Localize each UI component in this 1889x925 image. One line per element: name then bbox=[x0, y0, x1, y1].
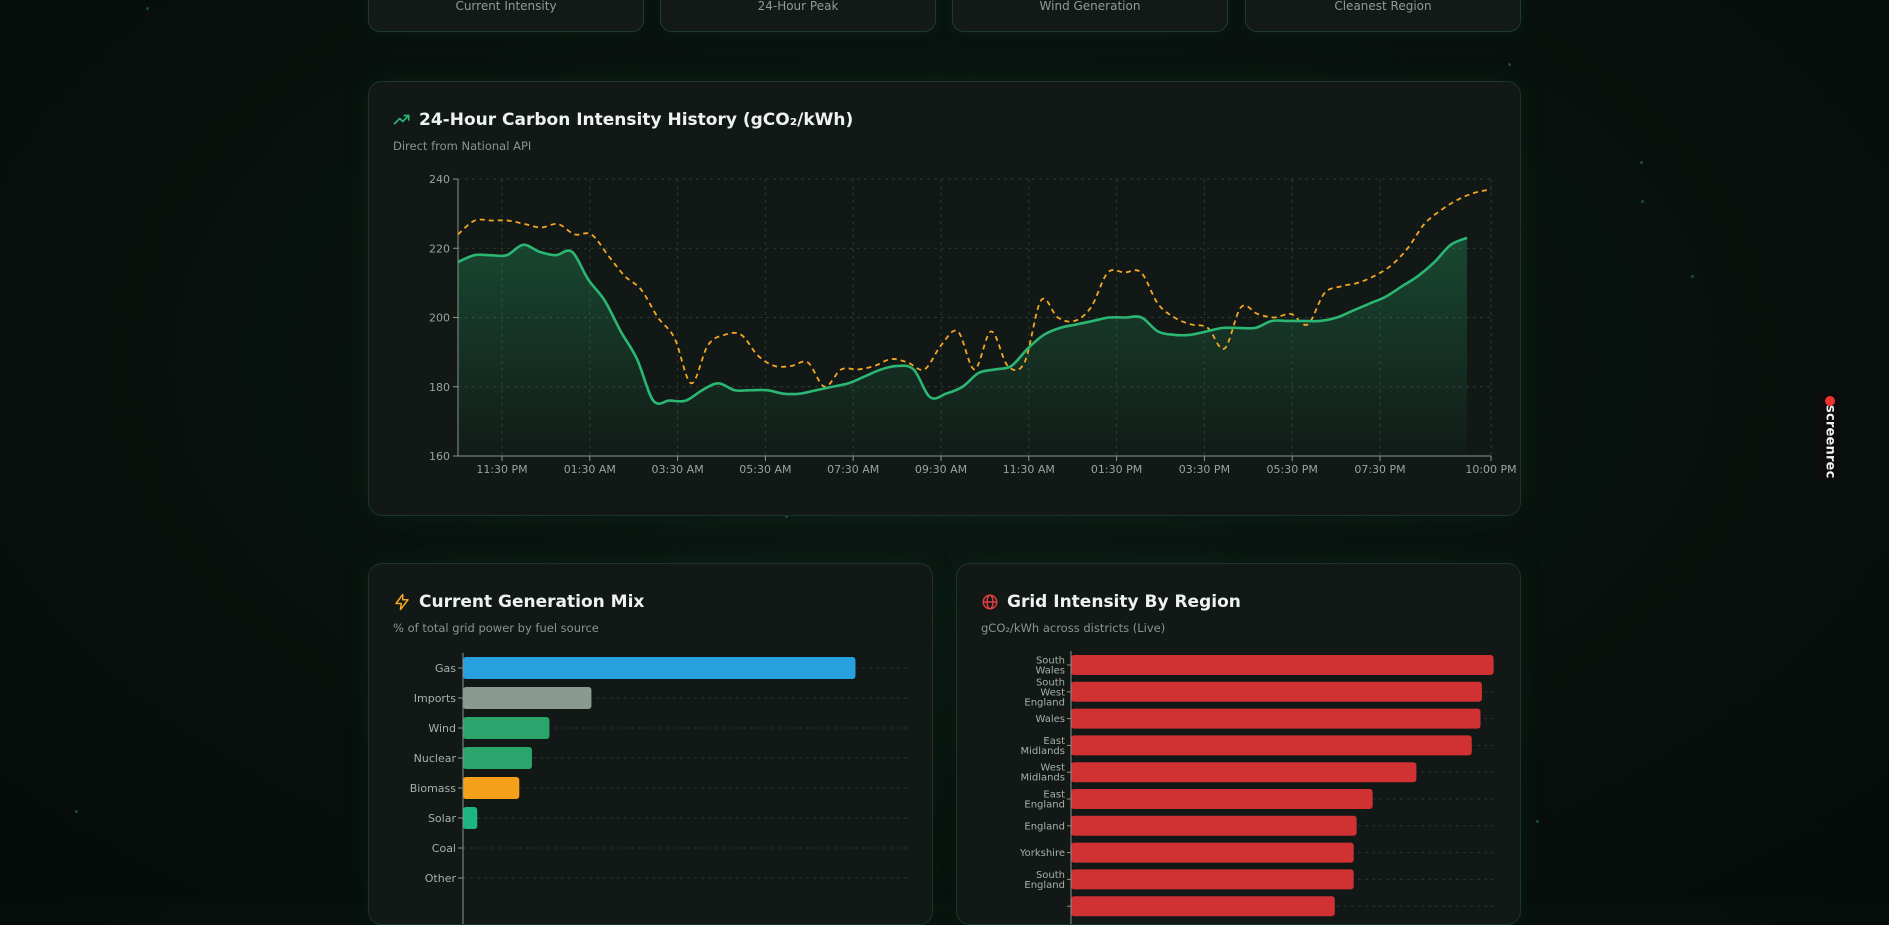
stat-card-current-intensity: Current Intensity bbox=[368, 0, 644, 32]
region-title-text: Grid Intensity By Region bbox=[1007, 592, 1241, 612]
x-tick-label: 07:30 AM bbox=[827, 463, 879, 476]
region-bar-chart: SouthWalesSouthWestEnglandWalesEastMidla… bbox=[1019, 651, 1498, 924]
region-bar bbox=[1071, 655, 1494, 675]
x-tick-label: 10:00 PM bbox=[1465, 463, 1516, 476]
category-label: Gas bbox=[435, 662, 456, 675]
forecast-line bbox=[457, 188, 1492, 388]
region-label: England bbox=[1024, 821, 1065, 832]
region-label: England bbox=[1024, 880, 1065, 891]
region-label: Wales bbox=[1035, 666, 1065, 677]
actual-line bbox=[457, 236, 1468, 405]
bar-solar bbox=[463, 807, 478, 829]
region-label: Midlands bbox=[1020, 773, 1065, 784]
history-panel: 24-Hour Carbon Intensity History (gCO₂/k… bbox=[368, 81, 1521, 516]
x-tick-label: 07:30 PM bbox=[1354, 463, 1405, 476]
bar-imports bbox=[463, 687, 592, 709]
region-bar bbox=[1071, 681, 1482, 702]
region-label: Wales bbox=[1035, 714, 1065, 725]
category-label: Imports bbox=[414, 692, 457, 705]
region-bar bbox=[1071, 789, 1373, 809]
stat-label: Cleanest Region bbox=[1334, 0, 1432, 13]
bar-wind bbox=[463, 717, 550, 739]
region-bar bbox=[1071, 842, 1354, 863]
stat-card-cleanest-region: Cleanest Region bbox=[1245, 0, 1521, 32]
mix-title: Current Generation Mix bbox=[393, 592, 644, 612]
mix-subtitle: % of total grid power by fuel source bbox=[393, 621, 599, 635]
region-label: England bbox=[1024, 697, 1065, 708]
generation-mix-panel: Current Generation Mix % of total grid p… bbox=[368, 563, 933, 925]
screenrec-watermark: screenrec bbox=[1819, 391, 1841, 481]
y-tick-label: 160 bbox=[429, 450, 450, 463]
region-panel: Grid Intensity By Region gCO₂/kWh across… bbox=[956, 563, 1521, 925]
y-tick-label: 180 bbox=[429, 381, 450, 394]
region-label: England bbox=[1024, 800, 1065, 811]
region-title: Grid Intensity By Region bbox=[981, 592, 1241, 612]
region-bar bbox=[1071, 815, 1357, 836]
region-bar bbox=[1071, 762, 1417, 783]
category-label: Wind bbox=[428, 722, 456, 735]
x-tick-label: 01:30 AM bbox=[564, 463, 616, 476]
region-bar bbox=[1071, 896, 1335, 917]
category-label: Nuclear bbox=[414, 752, 457, 765]
x-tick-label: 01:30 PM bbox=[1091, 463, 1142, 476]
region-label: West bbox=[1040, 763, 1065, 774]
history-title-text: 24-Hour Carbon Intensity History (gCO₂/k… bbox=[419, 110, 854, 130]
x-tick-label: 05:30 PM bbox=[1267, 463, 1318, 476]
history-line-chart: 160 180 200 220 240 11:30 PM 01:30 AM 03:30 AM 0… bbox=[429, 173, 1517, 476]
stat-label: Current Intensity bbox=[455, 0, 557, 13]
globe-icon bbox=[981, 593, 999, 611]
bar-biomass bbox=[463, 777, 520, 799]
stat-card-wind: Wind Generation bbox=[952, 0, 1228, 32]
region-label: South bbox=[1036, 677, 1065, 688]
history-title: 24-Hour Carbon Intensity History (gCO₂/k… bbox=[393, 110, 853, 130]
stat-card-peak: 24-Hour Peak bbox=[660, 0, 936, 32]
category-label: Biomass bbox=[410, 782, 457, 795]
region-label: South bbox=[1036, 656, 1065, 667]
x-tick-label: 03:30 PM bbox=[1179, 463, 1230, 476]
region-label: East bbox=[1043, 790, 1065, 801]
trending-up-icon bbox=[393, 111, 411, 129]
x-tick-label: 11:30 PM bbox=[476, 463, 527, 476]
region-label: Yorkshire bbox=[1019, 848, 1065, 859]
region-subtitle: gCO₂/kWh across districts (Live) bbox=[981, 621, 1166, 635]
region-label: Midlands bbox=[1020, 746, 1065, 757]
y-tick-label: 240 bbox=[429, 173, 450, 186]
generation-mix-bar-chart: Gas Imports Wind Nuclear Biomass Solar Coal Oth… bbox=[410, 653, 907, 924]
region-label: West bbox=[1040, 687, 1065, 698]
region-label: South bbox=[1036, 870, 1065, 881]
x-tick-label: 05:30 AM bbox=[739, 463, 791, 476]
region-bar bbox=[1071, 708, 1481, 729]
region-bar bbox=[1071, 869, 1354, 890]
screenrec-text: screenrec bbox=[1822, 405, 1838, 479]
history-subtitle: Direct from National API bbox=[393, 139, 532, 153]
y-tick-label: 200 bbox=[429, 312, 450, 325]
bar-gas bbox=[463, 657, 856, 679]
region-bar bbox=[1071, 735, 1472, 756]
category-label: Solar bbox=[428, 812, 457, 825]
stat-label: 24-Hour Peak bbox=[757, 0, 839, 13]
bar-nuclear bbox=[463, 747, 532, 769]
actual-area bbox=[458, 237, 1467, 456]
category-label: Coal bbox=[432, 842, 456, 855]
lightning-icon bbox=[393, 593, 411, 611]
region-label: East bbox=[1043, 736, 1065, 747]
record-dot-icon bbox=[1825, 396, 1835, 406]
stat-label: Wind Generation bbox=[1039, 0, 1141, 13]
category-label: Other bbox=[425, 872, 457, 885]
x-tick-label: 03:30 AM bbox=[651, 463, 703, 476]
x-tick-label: 11:30 AM bbox=[1003, 463, 1055, 476]
mix-title-text: Current Generation Mix bbox=[419, 592, 645, 612]
x-tick-label: 09:30 AM bbox=[915, 463, 967, 476]
y-tick-label: 220 bbox=[429, 242, 450, 255]
